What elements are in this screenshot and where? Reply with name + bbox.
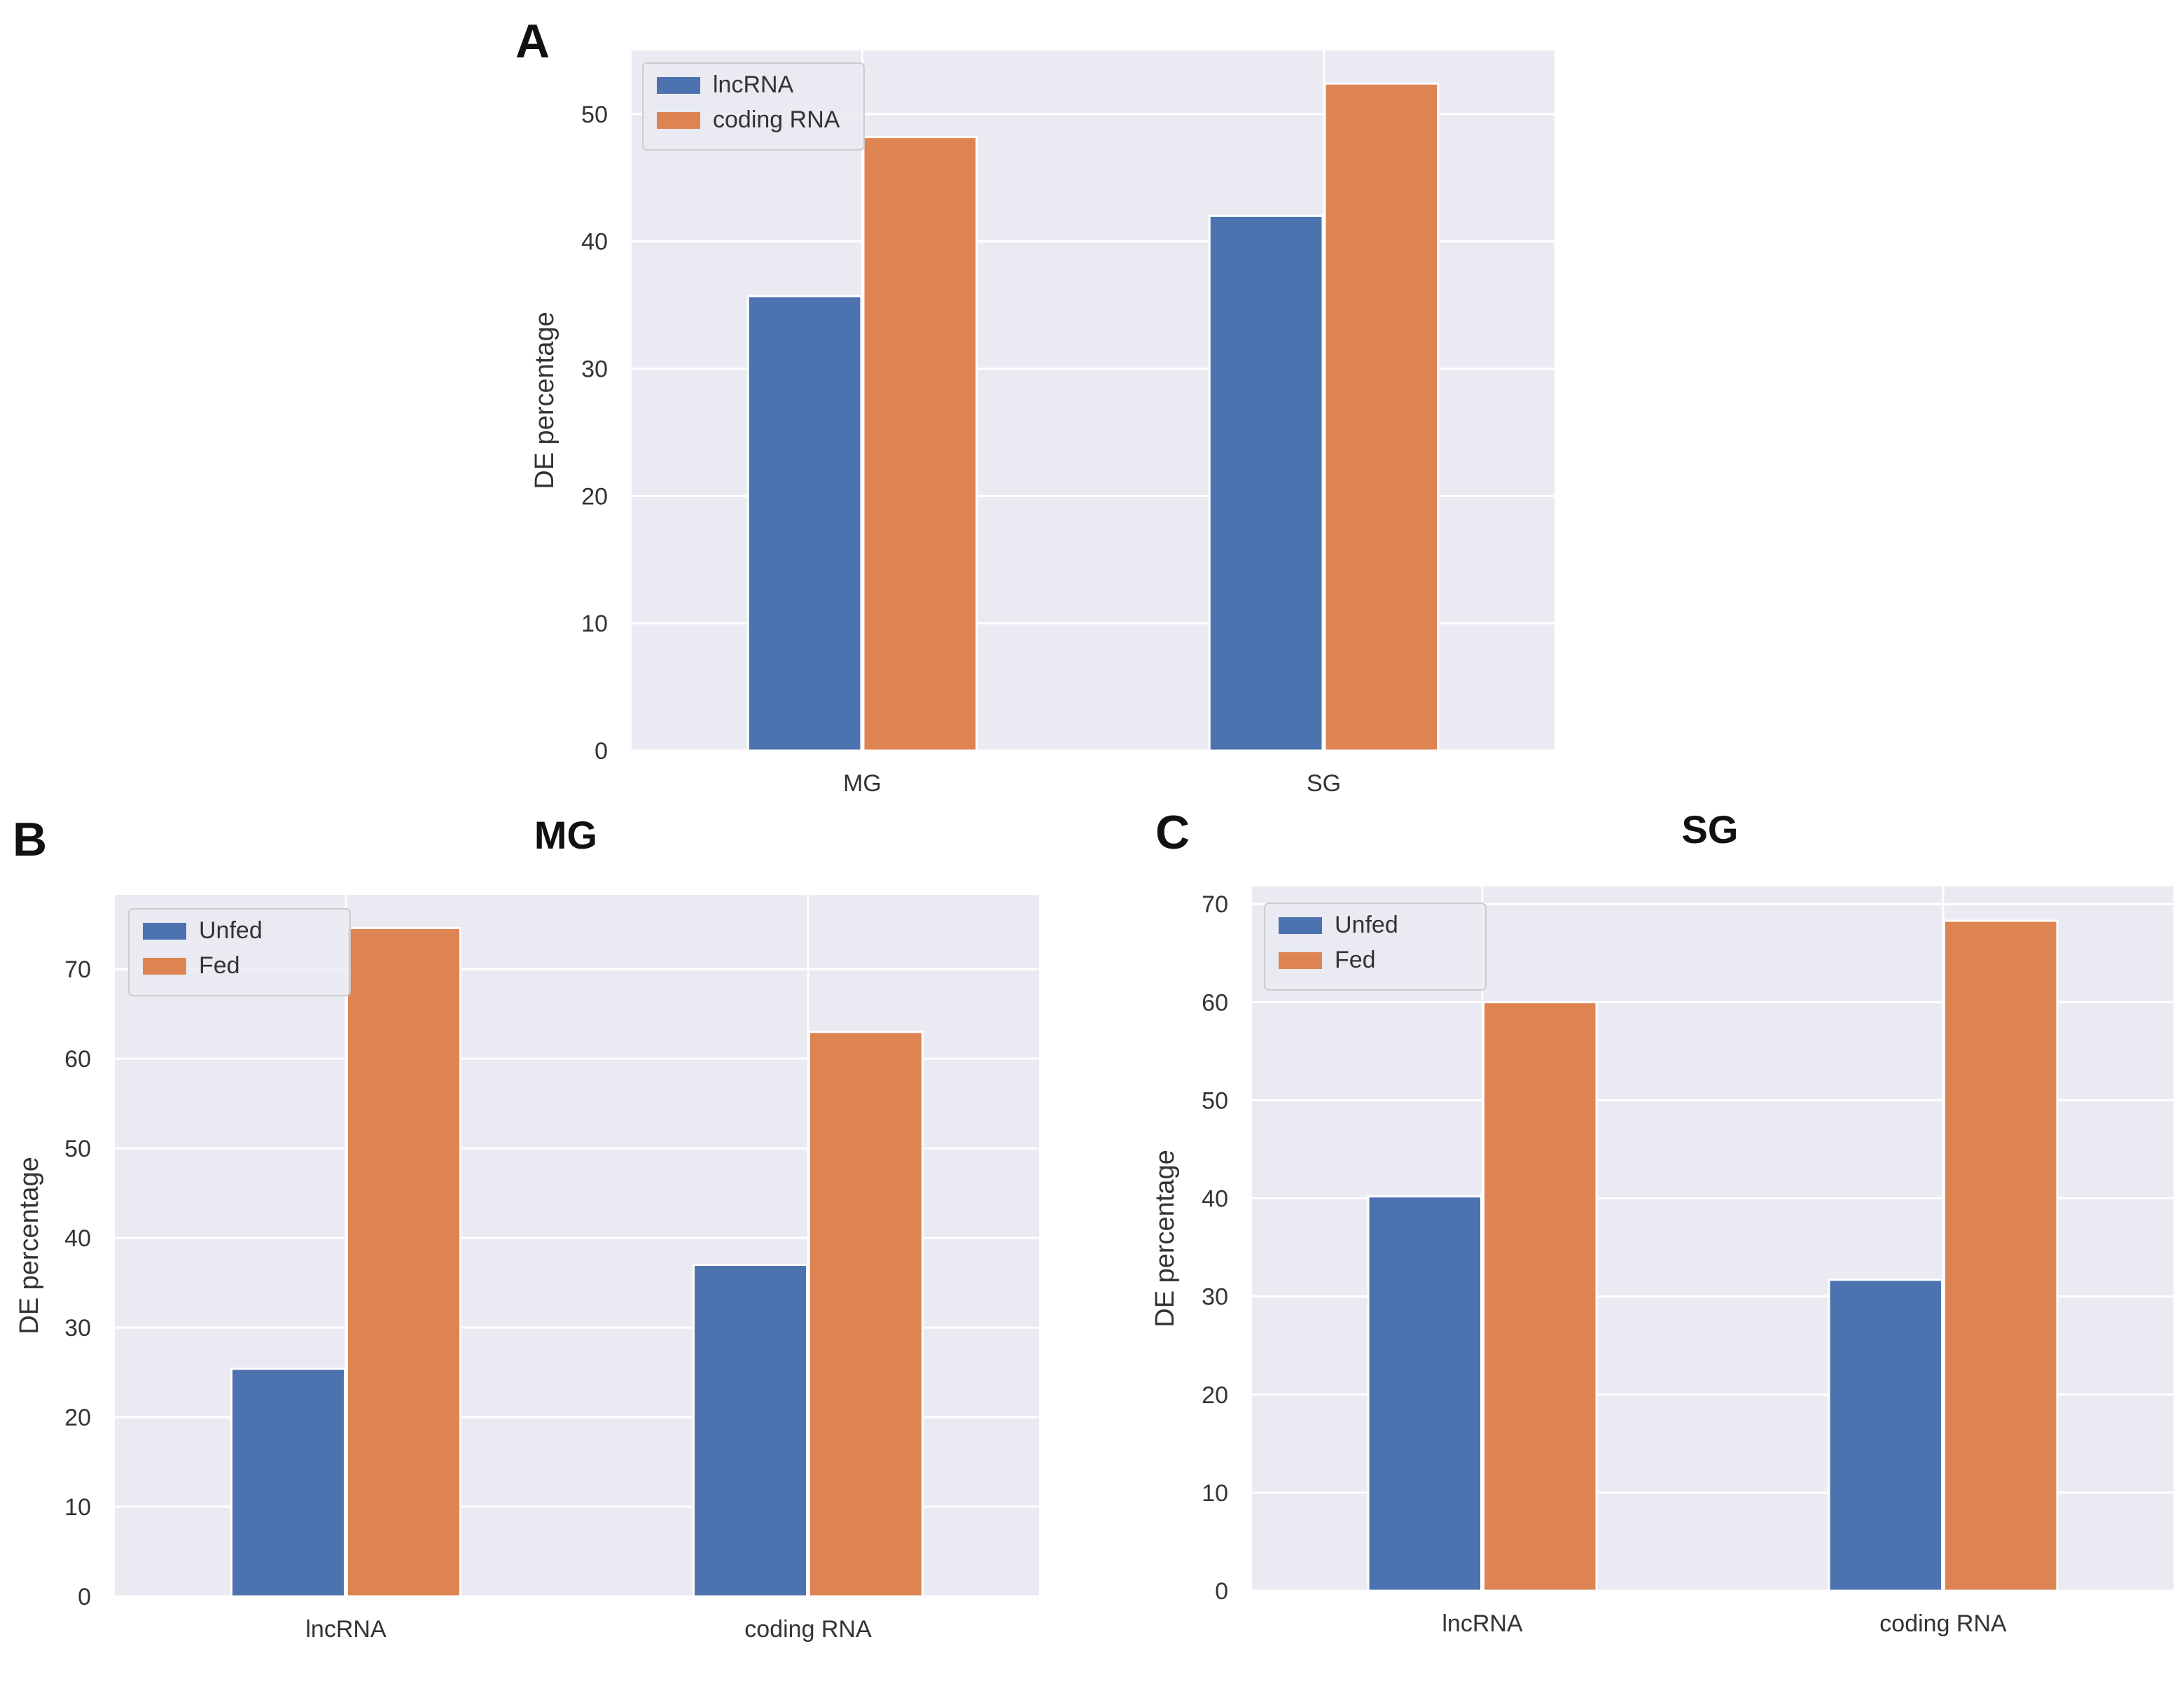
legend-label: lncRNA — [713, 71, 794, 98]
y-tick-label: 30 — [581, 356, 608, 383]
bar-fed — [346, 926, 461, 1598]
legend-swatch — [657, 77, 700, 94]
legend-swatch — [143, 958, 186, 975]
y-tick-label: 0 — [1215, 1578, 1228, 1605]
bar-coding-rna — [1323, 82, 1440, 752]
legend-label: Unfed — [1335, 912, 1398, 938]
y-axis-label: DE percentage — [530, 312, 559, 489]
bar-fed — [1482, 1001, 1598, 1592]
y-tick-label: 10 — [581, 611, 608, 637]
y-tick-label: 10 — [1202, 1480, 1228, 1507]
y-tick-label: 60 — [64, 1046, 91, 1073]
y-tick-label: 40 — [581, 229, 608, 256]
chart-panel-a: A 0 10 20 30 40 50 MG SG DE percentage lncRNA codi… — [515, 15, 1554, 797]
panel-letter: A — [515, 15, 550, 68]
y-tick-label: 20 — [64, 1405, 91, 1431]
legend-label: coding RNA — [713, 106, 840, 133]
panel-letter: C — [1155, 806, 1190, 859]
panel-letter: B — [13, 813, 47, 866]
y-tick-label: 50 — [64, 1136, 91, 1162]
legend-swatch — [143, 923, 186, 940]
x-tick-label: SG — [1307, 770, 1341, 797]
chart-title: SG — [1682, 807, 1739, 851]
bar-unfed — [1367, 1195, 1482, 1592]
legend-swatch — [1279, 917, 1322, 934]
x-tick-label: lncRNA — [305, 1616, 387, 1643]
x-tick-label: coding RNA — [744, 1616, 872, 1643]
y-tick-label: 40 — [1202, 1186, 1228, 1213]
legend-swatch — [1279, 952, 1322, 969]
x-tick-label: MG — [843, 770, 882, 797]
chart-panel-b: B MG 0 10 20 30 40 50 60 70 lncRNA coding RNA DE p… — [13, 813, 1039, 1643]
bar-lncrna — [1208, 214, 1324, 752]
y-axis-label: DE percentage — [15, 1157, 44, 1335]
bar-fed — [1943, 919, 2059, 1592]
chart-title: MG — [534, 813, 597, 857]
bar-unfed — [693, 1264, 808, 1598]
bar-unfed — [230, 1367, 346, 1598]
y-tick-label: 50 — [1202, 1087, 1228, 1114]
y-tick-label: 10 — [64, 1494, 91, 1521]
legend-swatch — [657, 112, 700, 129]
y-tick-label: 30 — [1202, 1284, 1228, 1311]
y-tick-label: 70 — [64, 956, 91, 983]
bar-coding-rna — [862, 136, 978, 752]
x-tick-label: coding RNA — [1879, 1610, 2007, 1637]
bar-fed — [808, 1031, 924, 1598]
bar-lncrna — [746, 295, 863, 752]
bar-unfed — [1828, 1279, 1943, 1592]
y-tick-label: 0 — [78, 1584, 91, 1610]
legend-label: Fed — [1335, 947, 1376, 973]
y-tick-label: 30 — [64, 1315, 91, 1342]
y-tick-label: 70 — [1202, 891, 1228, 918]
y-tick-label: 20 — [1202, 1382, 1228, 1409]
y-tick-label: 50 — [581, 102, 608, 128]
y-tick-label: 40 — [64, 1225, 91, 1252]
legend-label: Fed — [199, 952, 240, 979]
y-tick-label: 60 — [1202, 989, 1228, 1016]
x-tick-label: lncRNA — [1442, 1610, 1523, 1637]
chart-panel-c: C SG 0 10 20 30 40 50 60 70 lncRNA coding RNA DE p… — [1150, 806, 2173, 1637]
legend-label: Unfed — [199, 917, 263, 944]
y-tick-label: 20 — [581, 483, 608, 510]
y-tick-label: 0 — [594, 738, 608, 765]
y-axis-label: DE percentage — [1150, 1150, 1180, 1328]
